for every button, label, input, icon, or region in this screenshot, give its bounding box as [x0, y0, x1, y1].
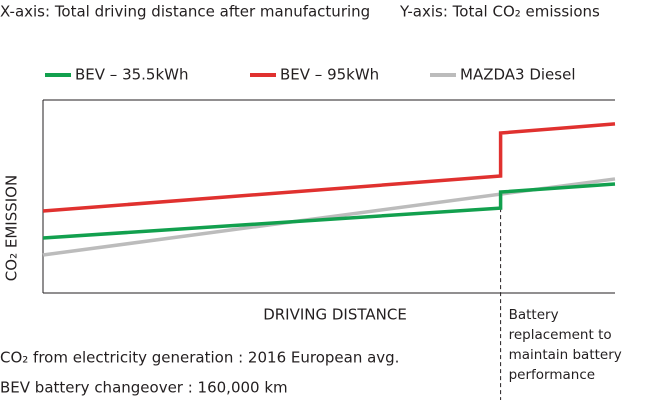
note: CO₂ from electricity generation : 2016 E… [0, 349, 399, 367]
series-line [42, 182, 616, 240]
y-axis-note: Y-axis: Total CO₂ emissions [399, 3, 600, 21]
legend-label: MAZDA3 Diesel [460, 66, 576, 84]
annotation: maintain battery [509, 347, 622, 363]
annotation: replacement to [509, 327, 612, 343]
annotation: performance [509, 367, 595, 383]
annotation: Battery [509, 307, 559, 323]
series-line [42, 122, 616, 213]
legend-label: BEV – 95kWh [280, 66, 379, 84]
x-axis-label: DRIVING DISTANCE [263, 306, 407, 324]
x-axis-note: X-axis: Total driving distance after man… [0, 3, 370, 21]
legend-label: BEV – 35.5kWh [75, 66, 189, 84]
y-axis-label: CO₂ EMISSION [3, 175, 21, 281]
note: BEV battery changeover : 160,000 km [0, 379, 288, 397]
